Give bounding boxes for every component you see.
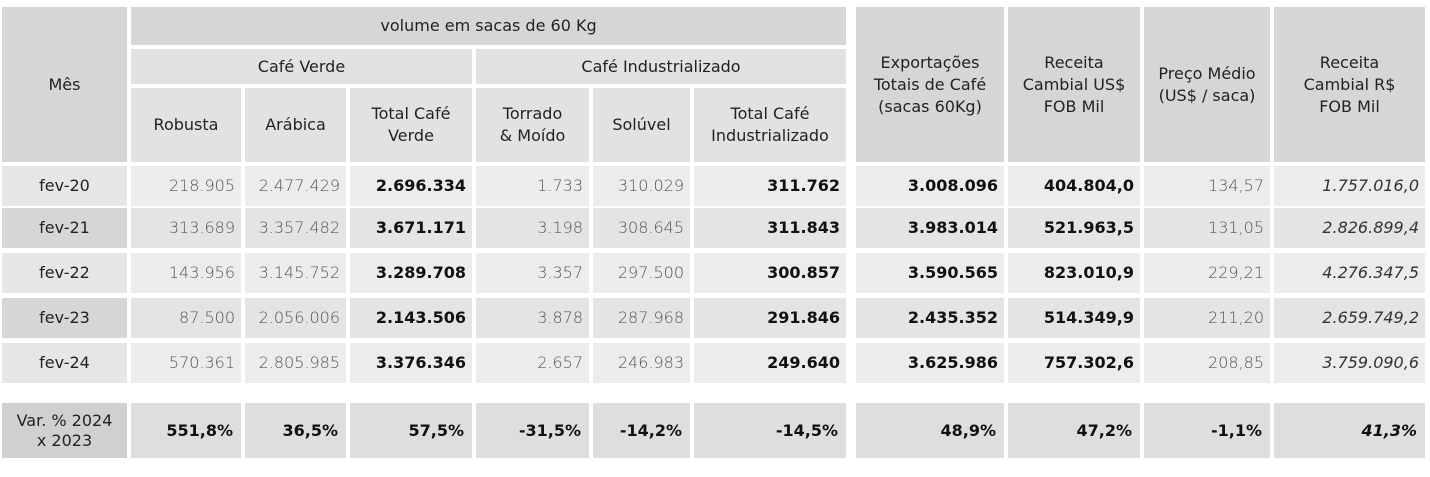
cell-total-verde: 2.143.506	[350, 298, 472, 338]
cell-receita-brl: 4.276.347,5	[1274, 253, 1425, 293]
cell-robusta: 218.905	[131, 166, 241, 206]
header-volume: volume em sacas de 60 Kg	[131, 7, 846, 45]
cell-receita-brl: 3.759.090,6	[1274, 343, 1425, 383]
header-total-industrializado: Total Café Industrializado	[694, 88, 846, 162]
var-preco: -1,1%	[1144, 403, 1270, 458]
cell-receita-brl: 2.826.899,4	[1274, 208, 1425, 248]
cell-receita-usd: 521.963,5	[1008, 208, 1140, 248]
var-receita-usd: 47,2%	[1008, 403, 1140, 458]
var-total-verde: 57,5%	[350, 403, 472, 458]
cell-robusta: 313.689	[131, 208, 241, 248]
row-month: fev-23	[2, 298, 127, 338]
header-cafe-verde: Café Verde	[131, 49, 472, 84]
cell-receita-usd: 514.349,9	[1008, 298, 1140, 338]
header-total-verde: Total Café Verde	[350, 88, 472, 162]
var-total-industrializado: -14,5%	[694, 403, 846, 458]
cell-total-ind: 311.843	[694, 208, 846, 248]
header-preco: Preço Médio (US$ / saca)	[1144, 7, 1270, 162]
cell-receita-brl: 1.757.016,0	[1274, 166, 1425, 206]
row-month: fev-24	[2, 343, 127, 383]
cell-torrado: 3.198	[476, 208, 589, 248]
var-arabica: 36,5%	[245, 403, 346, 458]
header-receita-brl: Receita Cambial R$ FOB Mil	[1274, 7, 1425, 162]
cell-torrado: 2.657	[476, 343, 589, 383]
cell-robusta: 570.361	[131, 343, 241, 383]
cell-soluvel: 297.500	[593, 253, 690, 293]
cell-receita-usd: 757.302,6	[1008, 343, 1140, 383]
header-robusta: Robusta	[131, 88, 241, 162]
var-exportacoes: 48,9%	[856, 403, 1004, 458]
cell-arabica: 2.477.429	[245, 166, 346, 206]
cell-total-verde: 3.376.346	[350, 343, 472, 383]
cell-exportacoes: 3.590.565	[856, 253, 1004, 293]
cell-preco: 208,85	[1144, 343, 1270, 383]
header-cafe-industrializado: Café Industrializado	[476, 49, 846, 84]
row-month: fev-20	[2, 166, 127, 206]
cell-exportacoes: 3.983.014	[856, 208, 1004, 248]
header-mes: Mês	[2, 7, 127, 162]
header-torrado: Torrado & Moído	[476, 88, 589, 162]
variation-label: Var. % 2024 x 2023	[2, 403, 127, 458]
var-robusta: 551,8%	[131, 403, 241, 458]
header-arabica: Arábica	[245, 88, 346, 162]
cell-torrado: 3.357	[476, 253, 589, 293]
cell-total-ind: 249.640	[694, 343, 846, 383]
cell-arabica: 3.357.482	[245, 208, 346, 248]
cell-torrado: 3.878	[476, 298, 589, 338]
cell-soluvel: 246.983	[593, 343, 690, 383]
row-month: fev-21	[2, 208, 127, 248]
cell-arabica: 2.056.006	[245, 298, 346, 338]
cell-preco: 134,57	[1144, 166, 1270, 206]
cell-receita-usd: 404.804,0	[1008, 166, 1140, 206]
cell-total-verde: 3.671.171	[350, 208, 472, 248]
header-soluvel: Solúvel	[593, 88, 690, 162]
cell-robusta: 87.500	[131, 298, 241, 338]
cell-arabica: 3.145.752	[245, 253, 346, 293]
cell-arabica: 2.805.985	[245, 343, 346, 383]
cell-soluvel: 287.968	[593, 298, 690, 338]
var-soluvel: -14,2%	[593, 403, 690, 458]
cell-soluvel: 308.645	[593, 208, 690, 248]
cell-torrado: 1.733	[476, 166, 589, 206]
var-torrado: -31,5%	[476, 403, 589, 458]
cell-preco: 211,20	[1144, 298, 1270, 338]
cell-total-ind: 311.762	[694, 166, 846, 206]
var-receita-brl: 41,3%	[1274, 403, 1425, 458]
cell-total-verde: 3.289.708	[350, 253, 472, 293]
cell-receita-usd: 823.010,9	[1008, 253, 1140, 293]
cell-exportacoes: 3.625.986	[856, 343, 1004, 383]
cell-total-ind: 300.857	[694, 253, 846, 293]
header-receita-usd: Receita Cambial US$ FOB Mil	[1008, 7, 1140, 162]
cell-total-verde: 2.696.334	[350, 166, 472, 206]
cell-robusta: 143.956	[131, 253, 241, 293]
cell-preco: 229,21	[1144, 253, 1270, 293]
cell-exportacoes: 2.435.352	[856, 298, 1004, 338]
cell-receita-brl: 2.659.749,2	[1274, 298, 1425, 338]
header-exportacoes: Exportações Totais de Café (sacas 60Kg)	[856, 7, 1004, 162]
row-month: fev-22	[2, 253, 127, 293]
cell-soluvel: 310.029	[593, 166, 690, 206]
cell-total-ind: 291.846	[694, 298, 846, 338]
cell-preco: 131,05	[1144, 208, 1270, 248]
cell-exportacoes: 3.008.096	[856, 166, 1004, 206]
